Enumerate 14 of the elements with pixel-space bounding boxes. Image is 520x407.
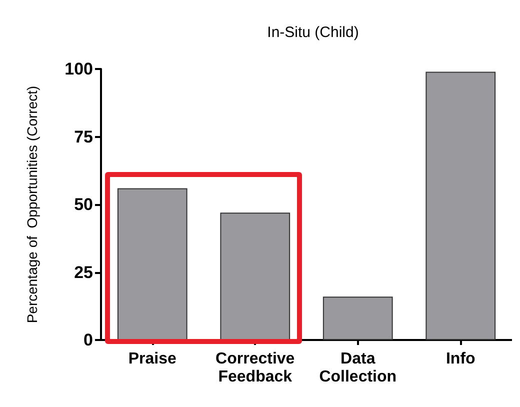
y-tick-label: 100: [64, 60, 93, 78]
bar: [426, 72, 496, 340]
x-tick-label: Praise: [128, 350, 176, 368]
x-tick-label: Info: [446, 350, 476, 368]
bar: [322, 296, 393, 340]
x-tick-label: Data Collection: [319, 350, 397, 386]
y-tick-label: 50: [74, 195, 93, 214]
x-tick-label: Corrective Feedback: [216, 350, 295, 386]
y-tick-label: 75: [74, 127, 93, 146]
y-axis-title: Percentage of Opportunities (Correct): [24, 86, 40, 324]
bar: [220, 212, 290, 340]
y-tick-label: 25: [74, 262, 93, 282]
y-tick-label: 0: [84, 330, 93, 350]
chart-title: In-Situ (Child): [267, 24, 359, 41]
